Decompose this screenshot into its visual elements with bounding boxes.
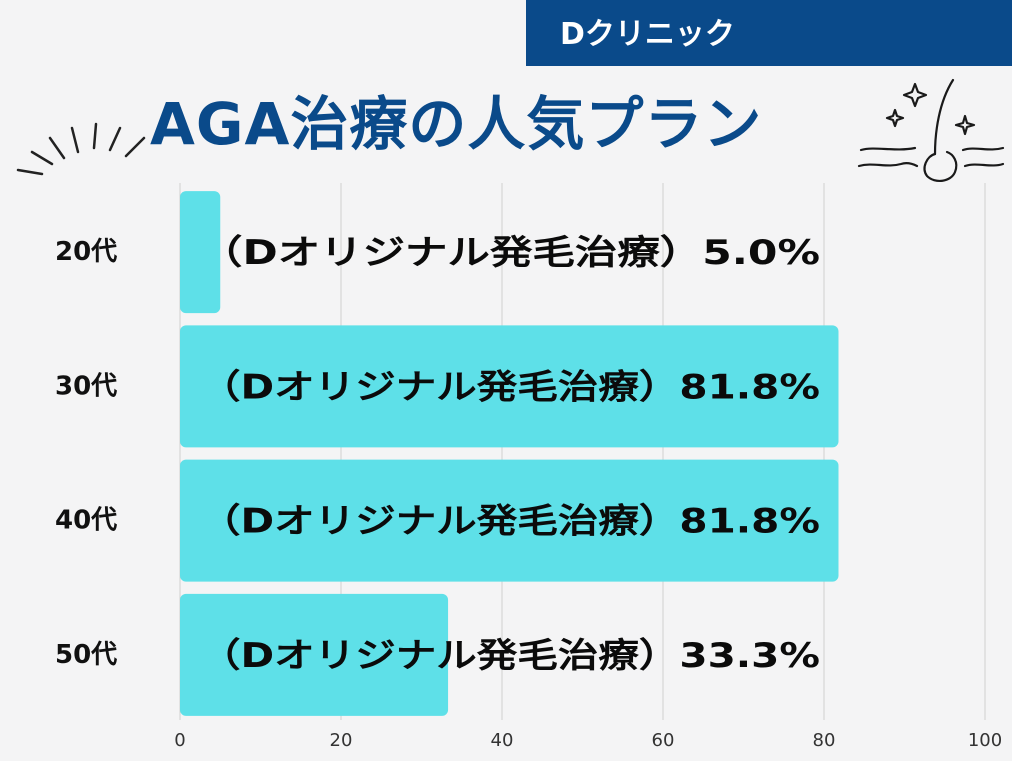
bar <box>180 191 221 314</box>
bar <box>180 459 839 582</box>
x-tick-label: 0 <box>174 730 185 751</box>
hair-follicle-sparkle-icon <box>857 78 1005 182</box>
bar-data-label: （Dオリジナル発毛治療）81.8% <box>200 502 820 542</box>
bar-data-label: （Dオリジナル発毛治療）5.0% <box>200 233 820 273</box>
burst-lines-icon <box>16 122 146 176</box>
x-tick-label: 60 <box>652 730 675 751</box>
bar-data-label: （Dオリジナル発毛治療）81.8% <box>200 367 820 407</box>
x-tick-label: 40 <box>491 730 514 751</box>
x-tick-label: 80 <box>813 730 836 751</box>
page-title: AGA治療の人気プラン <box>150 90 763 158</box>
category-label: 40代 <box>55 506 117 536</box>
x-tick-label: 20 <box>330 730 353 751</box>
category-label: 50代 <box>55 640 117 670</box>
category-label: 30代 <box>55 371 117 401</box>
x-tick-label: 100 <box>968 730 1002 751</box>
clinic-name-banner: Dクリニック <box>526 0 1012 66</box>
bar <box>180 593 449 716</box>
category-label: 20代 <box>55 237 117 267</box>
bar <box>180 325 839 448</box>
bar-data-label: （Dオリジナル発毛治療）33.3% <box>200 636 820 676</box>
